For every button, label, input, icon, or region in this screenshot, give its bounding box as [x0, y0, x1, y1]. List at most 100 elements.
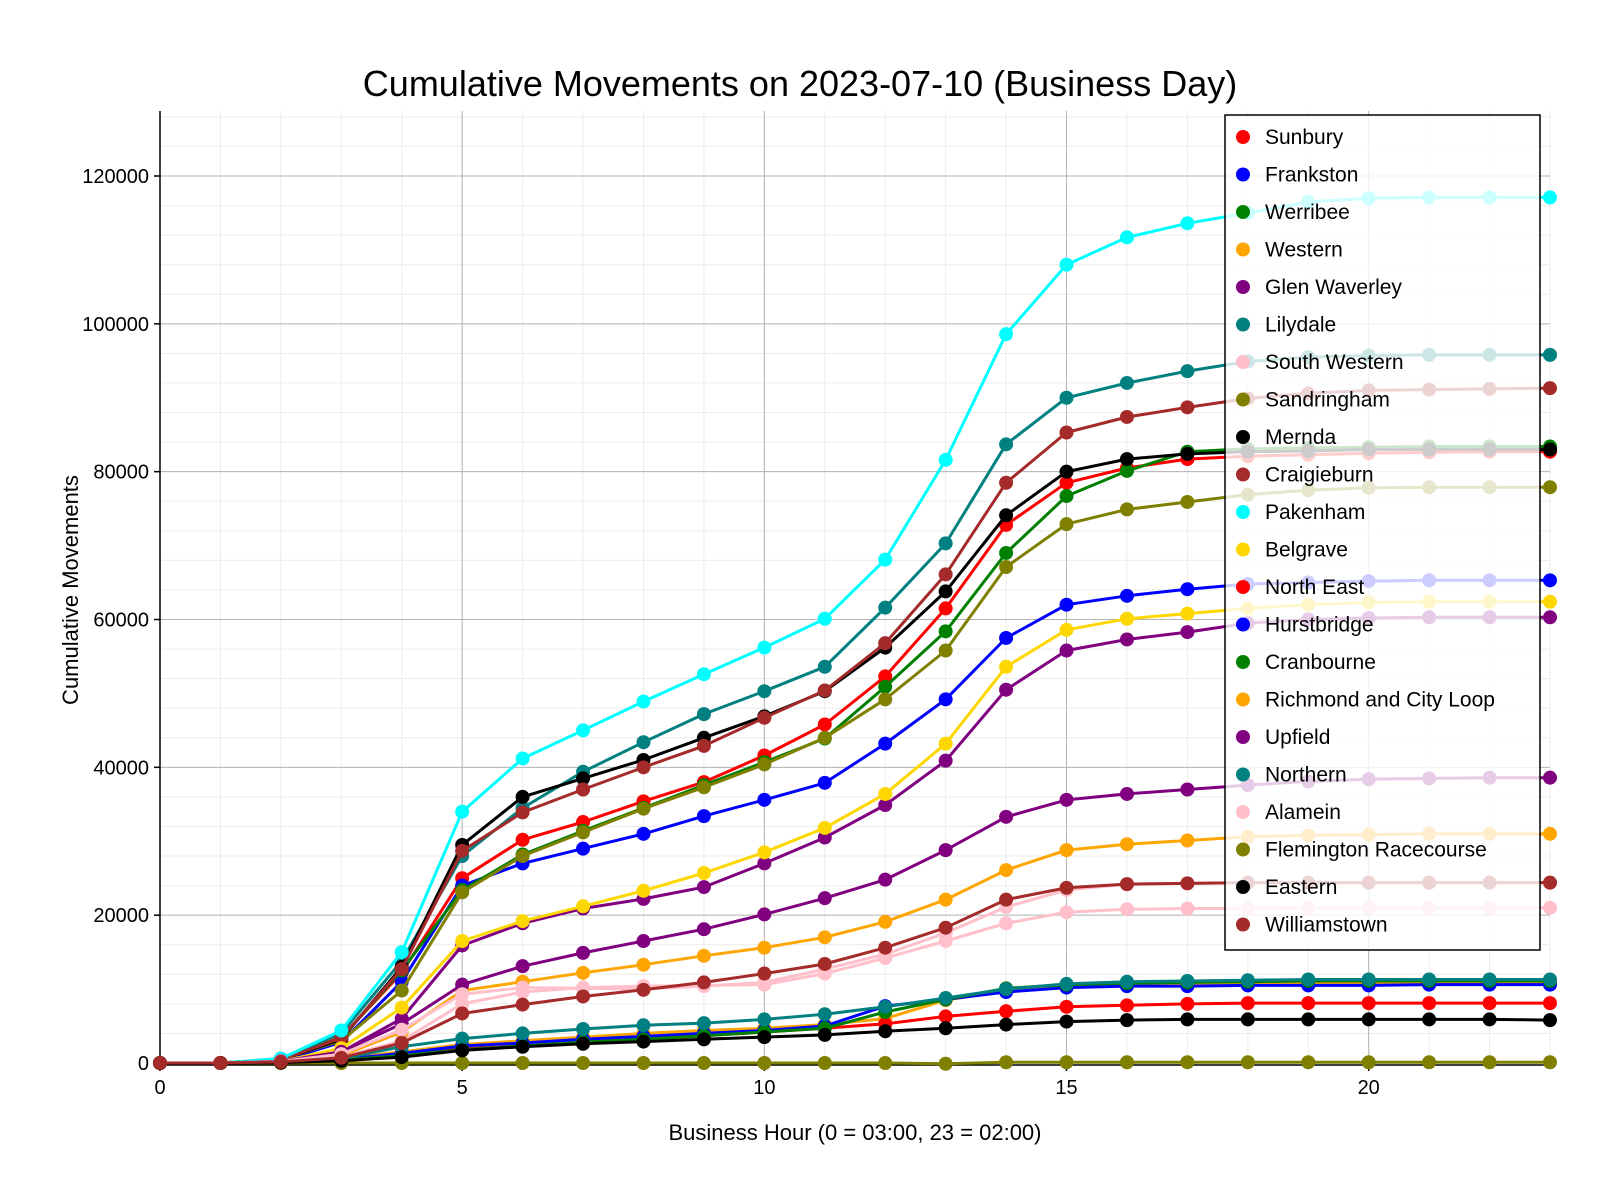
data-point — [576, 989, 591, 1004]
data-point — [1482, 1055, 1497, 1070]
data-point — [1059, 843, 1074, 858]
data-point — [1180, 582, 1195, 597]
data-point — [1543, 573, 1557, 588]
data-point — [455, 977, 470, 992]
data-point — [999, 545, 1014, 560]
legend-marker — [1236, 392, 1250, 407]
x-tick-label: 0 — [154, 1077, 165, 1099]
legend-label: South Western — [1265, 351, 1404, 374]
legend-marker — [1236, 805, 1250, 819]
data-point — [1543, 442, 1557, 457]
data-point — [1119, 902, 1134, 917]
legend-marker — [1236, 580, 1250, 594]
data-point — [1119, 611, 1134, 626]
data-point — [817, 830, 832, 845]
data-point — [1180, 996, 1195, 1011]
data-point — [817, 730, 832, 745]
data-point — [1422, 972, 1437, 987]
data-point — [576, 1021, 591, 1036]
data-point — [1180, 833, 1195, 848]
data-point — [455, 1056, 470, 1070]
legend-label: Northern — [1265, 764, 1347, 787]
data-point — [1059, 792, 1074, 807]
data-point — [636, 1034, 651, 1049]
series-line — [160, 978, 1550, 1065]
data-point — [1361, 996, 1376, 1011]
legend-marker — [1236, 167, 1250, 182]
data-point — [334, 1023, 349, 1038]
data-point — [938, 692, 953, 707]
data-point — [334, 1050, 349, 1065]
data-point — [757, 856, 772, 871]
data-point — [878, 692, 893, 707]
data-point — [1059, 257, 1074, 272]
data-point — [576, 945, 591, 960]
series-line — [160, 1017, 1551, 1065]
data-point — [1361, 1055, 1376, 1070]
legend-marker — [1236, 430, 1250, 444]
data-point — [878, 669, 893, 684]
data-point — [1059, 643, 1074, 658]
data-point — [1059, 464, 1074, 479]
data-point — [515, 751, 530, 766]
data-point — [153, 1056, 167, 1070]
data-point — [817, 891, 832, 906]
data-point — [394, 962, 409, 977]
legend-box — [1224, 114, 1541, 951]
data-point — [1180, 1012, 1195, 1027]
data-point — [1059, 880, 1074, 895]
data-point — [1422, 1012, 1437, 1027]
data-point — [878, 636, 893, 651]
data-point — [1119, 837, 1134, 852]
data-point — [1119, 463, 1134, 478]
data-point — [696, 707, 711, 722]
data-point — [1059, 489, 1074, 504]
data-point — [938, 843, 953, 858]
data-point — [696, 880, 711, 895]
data-point — [1482, 996, 1497, 1011]
y-tick-label: 0 — [138, 1053, 149, 1075]
data-point — [1543, 347, 1557, 362]
x-tick-label: 15 — [1055, 1077, 1077, 1099]
data-point — [1240, 1055, 1255, 1070]
data-point — [938, 1021, 953, 1036]
data-point — [394, 1050, 409, 1065]
chart-title: Cumulative Movements on 2023-07-10 (Busi… — [363, 63, 1237, 104]
data-point — [938, 601, 953, 616]
legend-label: Craigieburn — [1265, 464, 1374, 487]
data-point — [576, 825, 591, 840]
y-tick-label: 40000 — [93, 757, 149, 779]
data-point — [817, 1007, 832, 1022]
data-point — [696, 1016, 711, 1031]
data-point — [455, 1006, 470, 1021]
data-point — [878, 1024, 893, 1039]
data-point — [1543, 610, 1557, 625]
data-point — [1543, 972, 1557, 987]
data-point — [817, 611, 832, 626]
data-point — [576, 1036, 591, 1051]
data-point — [817, 659, 832, 674]
data-point — [757, 640, 772, 655]
legend-label: Werribee — [1265, 201, 1350, 224]
data-point — [1059, 1055, 1074, 1070]
data-point — [999, 327, 1014, 342]
data-point — [394, 1022, 409, 1037]
data-point — [1543, 190, 1557, 205]
data-point — [636, 694, 651, 709]
legend-marker — [1236, 692, 1250, 707]
data-point — [273, 1054, 288, 1069]
data-point — [515, 1056, 530, 1070]
data-point — [1240, 996, 1255, 1011]
data-point — [938, 584, 953, 599]
data-point — [1543, 594, 1557, 609]
data-point — [757, 966, 772, 981]
data-point — [696, 975, 711, 990]
data-point — [1119, 1013, 1134, 1028]
data-point — [576, 841, 591, 856]
data-point — [1119, 877, 1134, 892]
data-point — [394, 1000, 409, 1015]
data-point — [1543, 900, 1557, 915]
data-point — [757, 792, 772, 807]
data-point — [817, 1027, 832, 1042]
